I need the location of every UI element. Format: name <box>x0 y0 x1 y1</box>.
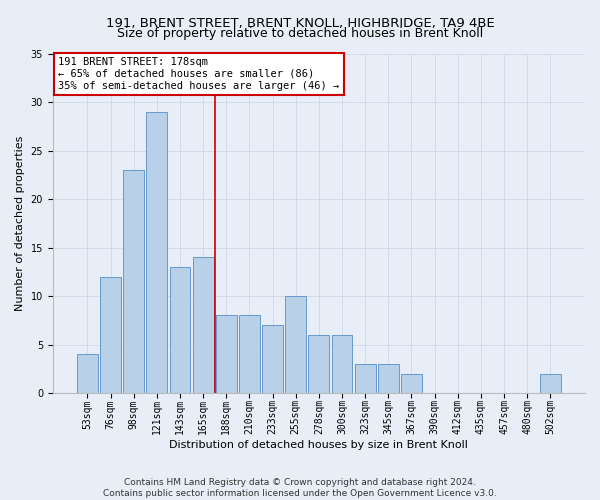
Bar <box>286 296 306 393</box>
Bar <box>123 170 144 393</box>
Bar <box>239 316 260 393</box>
Bar <box>308 335 329 393</box>
Bar <box>401 374 422 393</box>
Text: 191, BRENT STREET, BRENT KNOLL, HIGHBRIDGE, TA9 4BE: 191, BRENT STREET, BRENT KNOLL, HIGHBRID… <box>106 18 494 30</box>
Bar <box>262 325 283 393</box>
Text: Size of property relative to detached houses in Brent Knoll: Size of property relative to detached ho… <box>117 28 483 40</box>
Bar <box>216 316 237 393</box>
Bar <box>378 364 399 393</box>
Bar <box>540 374 561 393</box>
Text: 191 BRENT STREET: 178sqm
← 65% of detached houses are smaller (86)
35% of semi-d: 191 BRENT STREET: 178sqm ← 65% of detach… <box>58 58 340 90</box>
Bar <box>193 258 214 393</box>
Bar <box>77 354 98 393</box>
Bar <box>355 364 376 393</box>
Bar <box>100 276 121 393</box>
Y-axis label: Number of detached properties: Number of detached properties <box>15 136 25 311</box>
X-axis label: Distribution of detached houses by size in Brent Knoll: Distribution of detached houses by size … <box>169 440 469 450</box>
Bar <box>332 335 352 393</box>
Text: Contains HM Land Registry data © Crown copyright and database right 2024.
Contai: Contains HM Land Registry data © Crown c… <box>103 478 497 498</box>
Bar <box>146 112 167 393</box>
Bar <box>170 267 190 393</box>
